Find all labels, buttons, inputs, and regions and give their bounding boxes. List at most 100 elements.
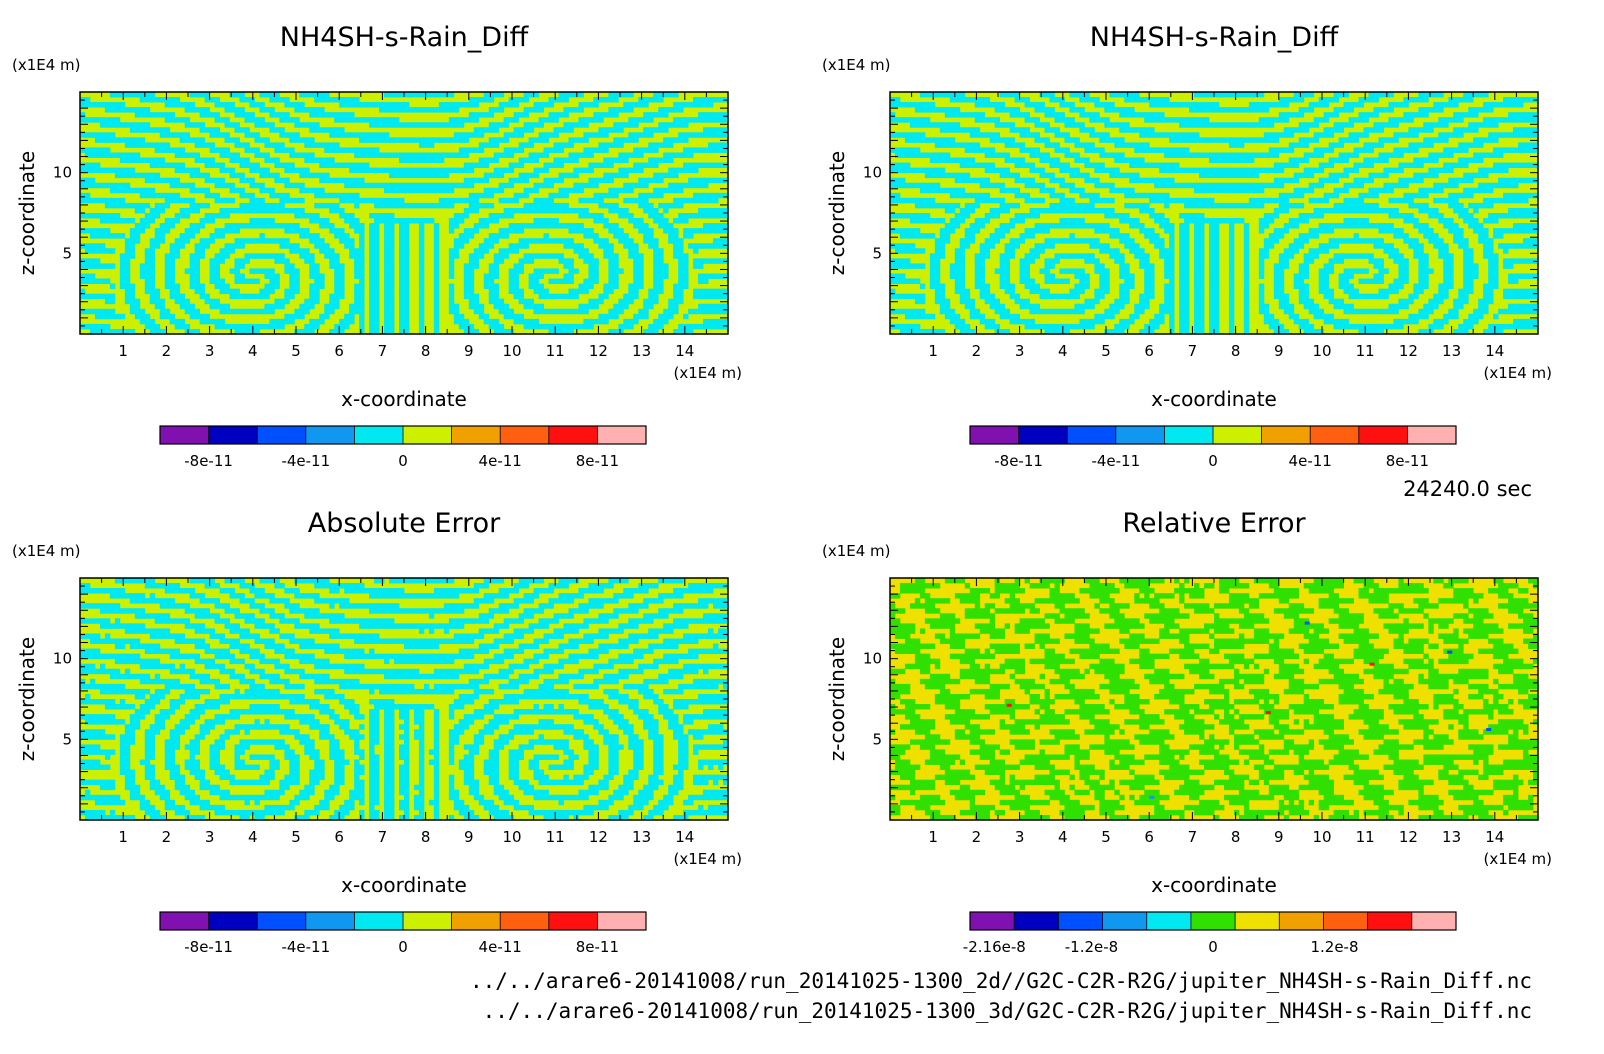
heatmap-cell	[164, 313, 171, 320]
heatmap-cell	[1398, 197, 1404, 204]
heatmap-cell	[389, 263, 395, 269]
heatmap-cell	[1218, 167, 1225, 174]
heatmap-cell	[109, 137, 116, 143]
heatmap-cell	[944, 172, 951, 179]
heatmap-cell	[1154, 147, 1160, 153]
heatmap-cell	[493, 328, 500, 335]
heatmap-cell	[1318, 182, 1325, 189]
heatmap-cell	[314, 142, 320, 148]
heatmap-cell	[354, 117, 360, 123]
heatmap-cell	[563, 127, 569, 133]
heatmap-cell	[309, 157, 315, 163]
heatmap-cell	[588, 253, 594, 259]
heatmap-cell	[309, 92, 315, 98]
heatmap-cell	[890, 182, 896, 189]
heatmap-cell	[139, 202, 146, 209]
heatmap-cell	[369, 288, 375, 295]
heatmap-cell	[914, 167, 921, 174]
heatmap-cell	[949, 223, 956, 229]
heatmap-cell	[1064, 223, 1070, 229]
heatmap-cell	[1074, 137, 1080, 143]
heatmap-cell	[1084, 127, 1090, 133]
heatmap-cell	[999, 137, 1006, 143]
heatmap-cell	[553, 112, 559, 118]
heatmap-cell	[538, 122, 544, 128]
heatmap-cell	[563, 207, 569, 214]
heatmap-cell	[1518, 177, 1524, 184]
heatmap-cell	[548, 223, 554, 229]
heatmap-cell	[1448, 147, 1454, 153]
heatmap-cell	[618, 213, 624, 219]
heatmap-cell	[1403, 132, 1409, 138]
heatmap-cell	[508, 268, 515, 274]
heatmap-cell	[119, 102, 126, 108]
heatmap-cell	[673, 218, 679, 224]
heatmap-cell	[1019, 147, 1025, 153]
heatmap-cell	[653, 298, 659, 305]
heatmap-cell	[354, 253, 360, 259]
heatmap-cell	[80, 308, 86, 315]
heatmap-cell	[99, 197, 106, 204]
heatmap-cell	[1473, 172, 1479, 179]
heatmap-cell	[453, 218, 460, 224]
heatmap-cell	[468, 102, 475, 108]
heatmap-cell	[1099, 132, 1105, 138]
heatmap-cell	[99, 167, 106, 174]
heatmap-cell	[324, 147, 330, 153]
heatmap-cell	[254, 278, 260, 284]
heatmap-cell	[299, 187, 305, 194]
heatmap-cell	[314, 107, 320, 113]
heatmap-cell	[538, 137, 544, 143]
heatmap-cell	[1194, 92, 1200, 98]
heatmap-cell	[239, 323, 245, 330]
heatmap-cell	[1508, 207, 1514, 214]
heatmap-cell	[508, 102, 515, 108]
heatmap-cell	[194, 107, 201, 113]
heatmap-cell	[658, 107, 664, 113]
heatmap-cell	[548, 238, 554, 244]
heatmap-cell	[1368, 187, 1374, 194]
heatmap-cell	[1473, 202, 1479, 209]
heatmap-cell	[1009, 172, 1016, 179]
heatmap-cell	[214, 177, 220, 184]
heatmap-cell	[374, 328, 380, 335]
heatmap-cell	[1368, 92, 1374, 98]
heatmap-cell	[423, 152, 430, 158]
heatmap-cell	[683, 268, 689, 274]
heatmap-cell	[314, 273, 320, 279]
heatmap-cell	[418, 313, 425, 320]
heatmap-cell	[169, 253, 176, 259]
heatmap-cell	[473, 102, 480, 108]
heatmap-cell	[1523, 112, 1529, 118]
heatmap-cell	[349, 112, 355, 118]
heatmap-cell	[294, 313, 300, 320]
heatmap-cell	[994, 152, 1001, 158]
colorbar-segment	[257, 426, 307, 444]
heatmap-cell	[374, 182, 380, 189]
heatmap-cell	[214, 283, 220, 290]
heatmap-cell	[374, 318, 380, 325]
heatmap-cell	[304, 187, 310, 194]
heatmap-cell	[673, 152, 679, 158]
heatmap-cell	[1303, 142, 1310, 148]
heatmap-cell	[703, 323, 709, 330]
heatmap-cell	[189, 92, 196, 98]
heatmap-cell	[1129, 97, 1135, 103]
heatmap-cell	[1363, 177, 1369, 184]
heatmap-cell	[979, 223, 986, 229]
heatmap-cell	[553, 157, 559, 163]
heatmap-cell	[1099, 147, 1105, 153]
heatmap-cell	[374, 323, 380, 330]
heatmap-cell	[369, 248, 375, 254]
heatmap-cell	[1159, 132, 1165, 138]
heatmap-cell	[1214, 92, 1220, 98]
heatmap-cell	[1009, 202, 1016, 209]
heatmap-cell	[109, 233, 116, 239]
heatmap-cell	[1458, 97, 1464, 103]
heatmap-cell	[944, 187, 951, 194]
heatmap-cell	[1308, 137, 1315, 143]
heatmap-cell	[628, 132, 634, 138]
heatmap-cell	[1094, 147, 1100, 153]
heatmap-cell	[219, 258, 225, 264]
heatmap-cell	[503, 233, 510, 239]
